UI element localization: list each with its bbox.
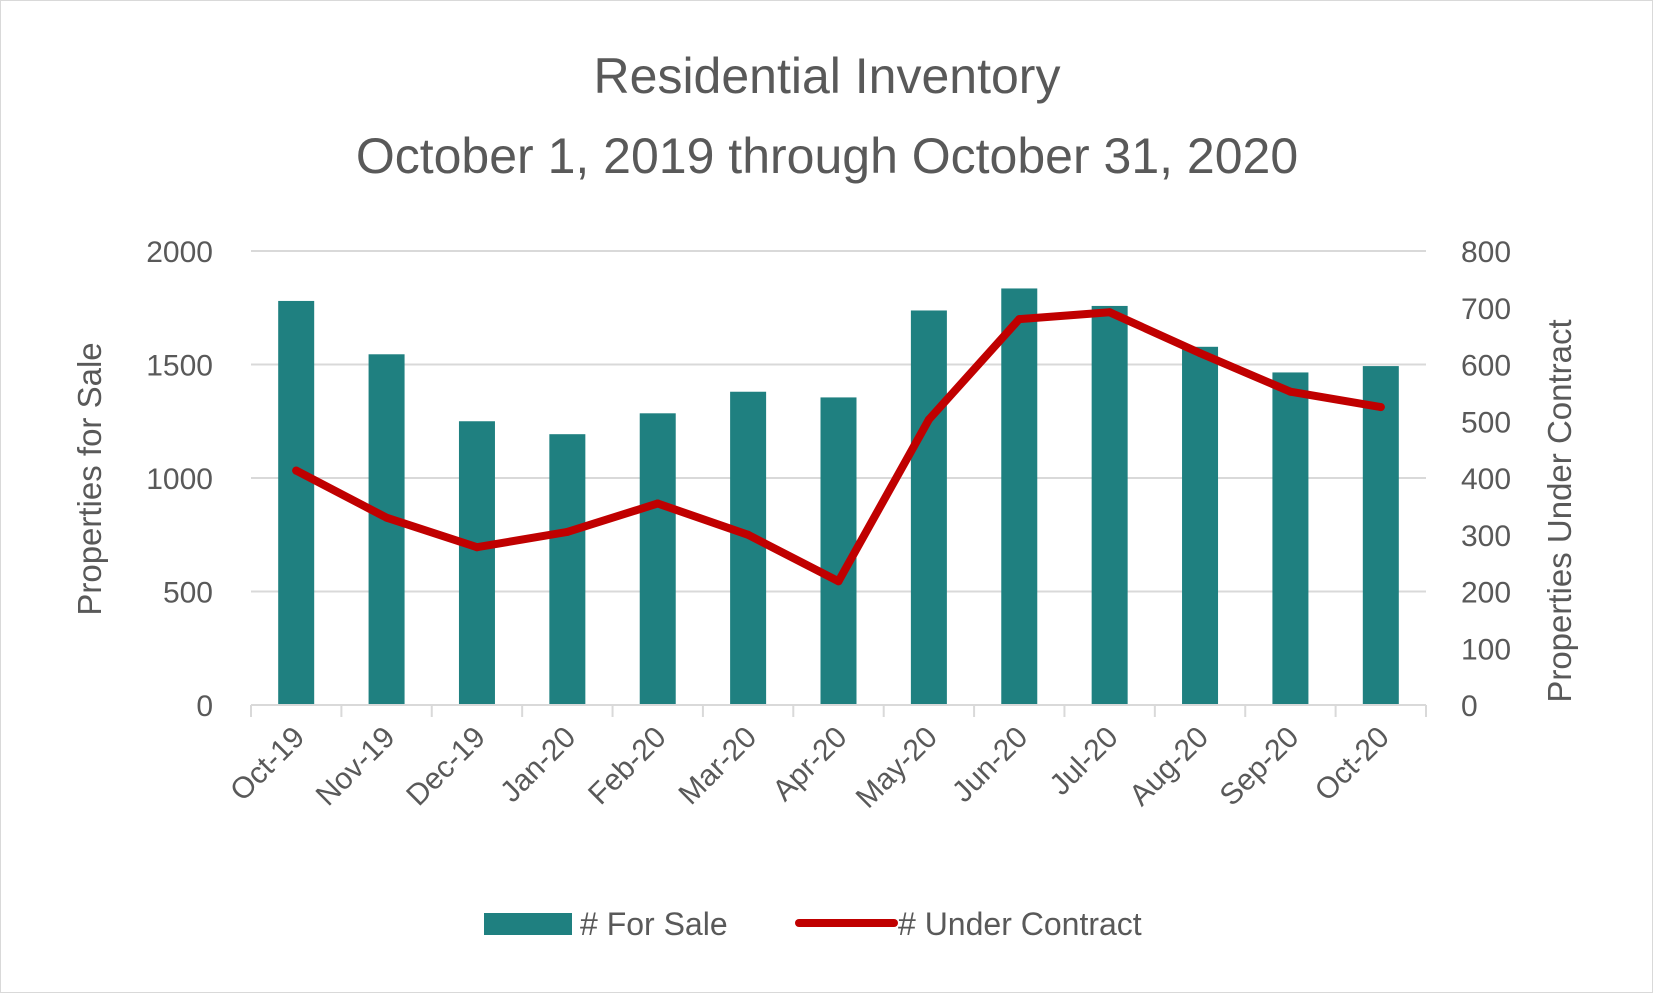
bar-jul-20 — [1091, 305, 1128, 705]
y-tick-label-1000: 1000 — [146, 463, 213, 496]
bar-nov-19 — [368, 354, 405, 705]
line-point-nov-19 — [382, 513, 391, 522]
line-point-jun-20 — [1015, 315, 1024, 324]
chart-title: Residential Inventory — [594, 48, 1061, 104]
legend-label-under-contract: # Under Contract — [898, 906, 1142, 942]
y2-tick-label-0: 0 — [1461, 690, 1478, 723]
line-point-dec-19 — [472, 543, 481, 552]
y-axis-right: 0 100 200 300 400 500 600 700 800 — [1461, 236, 1511, 723]
bar-jan-20 — [549, 434, 586, 705]
x-tick-label-nov-19: Nov-19 — [310, 721, 402, 813]
line-point-may-20 — [924, 415, 933, 424]
bar-oct-20 — [1362, 366, 1399, 705]
line-series — [292, 308, 1385, 586]
y2-tick-label-400: 400 — [1461, 463, 1511, 496]
y2-tick-label-800: 800 — [1461, 236, 1511, 269]
x-tick-label-aug-20: Aug-20 — [1123, 721, 1215, 813]
line-point-jul-20 — [1105, 308, 1114, 317]
bar-series — [278, 288, 1399, 705]
y-tick-label-1500: 1500 — [146, 350, 213, 383]
line-point-apr-20 — [834, 577, 843, 586]
x-tick-label-dec-19: Dec-19 — [400, 721, 492, 813]
x-tick-label-jun-20: Jun-20 — [946, 721, 1034, 809]
line-point-feb-20 — [653, 499, 662, 508]
y2-axis-label: Properties Under Contract — [1541, 319, 1578, 702]
line-point-aug-20 — [1196, 349, 1205, 358]
y2-tick-label-200: 200 — [1461, 577, 1511, 610]
y-axis-label: Properties for Sale — [71, 342, 108, 615]
y2-tick-label-600: 600 — [1461, 350, 1511, 383]
legend-label-for-sale: # For Sale — [580, 906, 728, 942]
bar-sep-20 — [1272, 372, 1309, 705]
x-tick-label-jan-20: Jan-20 — [494, 721, 582, 809]
x-tick-label-mar-20: Mar-20 — [673, 721, 764, 812]
bar-apr-20 — [820, 397, 857, 705]
bar-jun-20 — [1001, 288, 1038, 705]
y2-tick-label-700: 700 — [1461, 293, 1511, 326]
bar-may-20 — [910, 310, 947, 705]
x-tick-label-feb-20: Feb-20 — [582, 721, 673, 812]
x-tick-label-may-20: May-20 — [850, 721, 944, 815]
x-tick-label-apr-20: Apr-20 — [766, 721, 853, 808]
x-tick-label-oct-19: Oct-19 — [224, 721, 311, 808]
bar-feb-20 — [639, 413, 676, 705]
bar-mar-20 — [730, 391, 767, 705]
line-point-oct-20 — [1376, 403, 1385, 412]
line-point-jan-20 — [563, 527, 572, 536]
line-point-sep-20 — [1286, 387, 1295, 396]
legend: # For Sale # Under Contract — [484, 906, 1142, 942]
y-axis-left: 0 500 1000 1500 2000 — [146, 236, 213, 723]
legend-swatch-for-sale — [484, 913, 572, 935]
bar-oct-19 — [278, 300, 315, 705]
y2-tick-label-300: 300 — [1461, 520, 1511, 553]
x-tick-label-jul-20: Jul-20 — [1043, 721, 1124, 802]
chart-subtitle: October 1, 2019 through October 31, 2020 — [356, 128, 1298, 184]
x-tick-label-sep-20: Sep-20 — [1214, 721, 1306, 813]
bar-aug-20 — [1182, 346, 1219, 705]
y-tick-label-500: 500 — [163, 577, 213, 610]
line-point-mar-20 — [744, 530, 753, 539]
y-tick-label-0: 0 — [196, 690, 213, 723]
y2-tick-label-500: 500 — [1461, 406, 1511, 439]
line-point-oct-19 — [292, 466, 301, 475]
y-tick-label-2000: 2000 — [146, 236, 213, 269]
x-tick-label-oct-20: Oct-20 — [1309, 721, 1396, 808]
y2-tick-label-100: 100 — [1461, 633, 1511, 666]
bar-dec-19 — [458, 421, 495, 705]
